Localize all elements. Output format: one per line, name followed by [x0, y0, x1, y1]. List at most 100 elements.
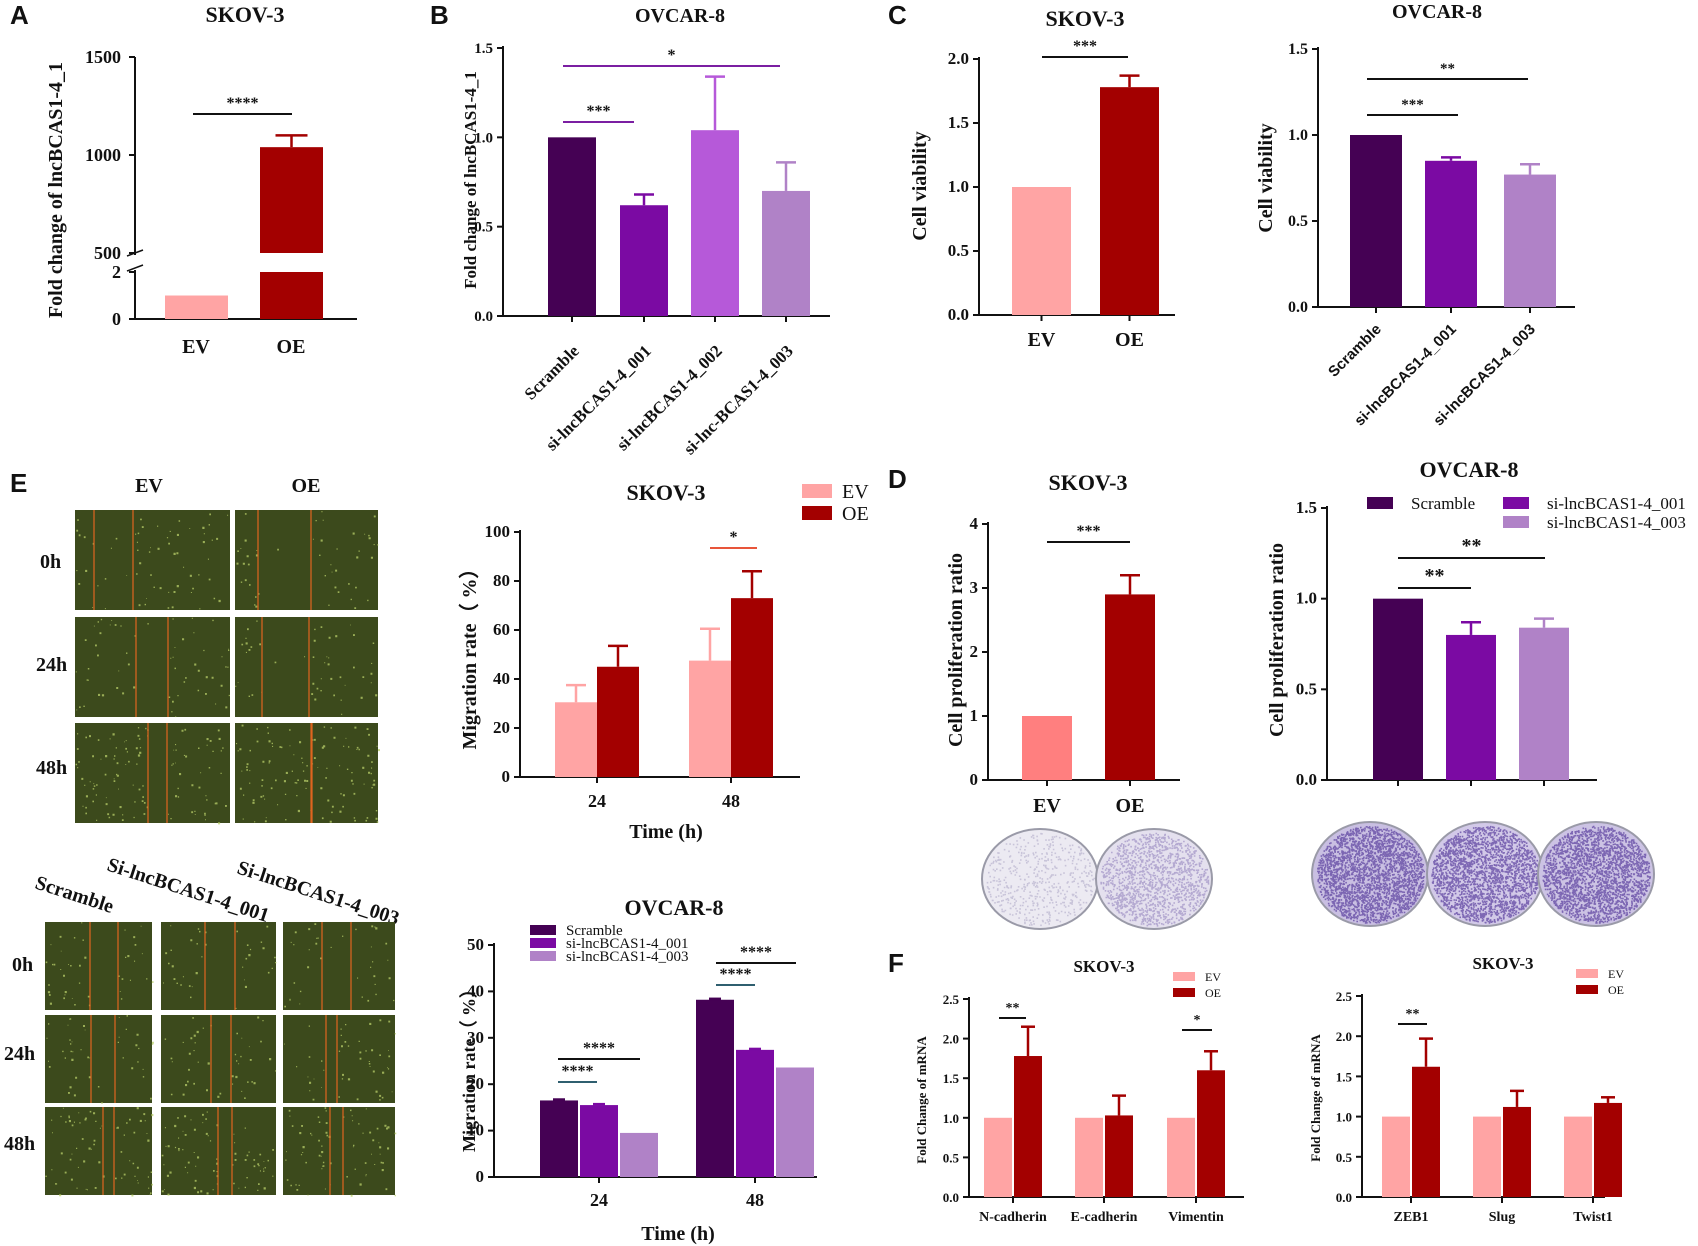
y-tick-label: 100 [485, 522, 511, 541]
legend-label: si-lncBCAS1-4_003 [1547, 513, 1686, 532]
panel-letter-d: D [888, 464, 907, 494]
bar [1564, 1116, 1592, 1197]
x-category-label: OE [1116, 795, 1145, 817]
y-tick-label: 50 [467, 935, 484, 954]
legend-label: EV [1608, 967, 1624, 981]
legend-label: si-lncBCAS1-4_001 [566, 936, 689, 952]
legend-swatch [1576, 969, 1598, 978]
bar [1105, 1115, 1133, 1197]
y-tick-label: 10 [467, 1121, 484, 1140]
significance-label: **** [562, 1063, 594, 1080]
x-category-label: EV [1028, 329, 1056, 351]
chart-title: SKOV-3 [626, 480, 705, 505]
chart-title: SKOV-3 [1048, 470, 1127, 495]
y-axis-label: Cell viability [1255, 123, 1277, 232]
bar [1075, 1117, 1103, 1197]
significance-label: ** [1440, 61, 1455, 77]
bar [1350, 135, 1402, 307]
scratch-row-label: 0h [12, 954, 33, 976]
micrograph-background [161, 922, 276, 1010]
y-tick-label: 3 [970, 578, 979, 597]
bar [696, 999, 734, 1177]
legend-swatch [1503, 516, 1529, 528]
scratch-row-label: 0h [40, 551, 61, 573]
panel-letter-b: B [430, 0, 449, 30]
y-tick-label: 20 [467, 1074, 484, 1093]
micrograph-cells [284, 923, 395, 1008]
x-category-label: Twist1 [1573, 1210, 1612, 1225]
y-tick-label: 0 [476, 1167, 485, 1186]
legend-label: si-lncBCAS1-4_001 [1547, 494, 1686, 513]
chart-title: OVCAR-8 [1392, 1, 1482, 23]
colony-plate [981, 828, 1099, 930]
y-axis-label: Cell viability [909, 131, 931, 240]
chart-b: OVCAR-8 Fold change of lncBCAS1-4_1 0.0 0.5… [461, 5, 830, 458]
y-tick-label: 0.0 [948, 305, 969, 324]
micrograph-background [235, 723, 378, 823]
y-tick-label: 0.0 [943, 1190, 959, 1205]
plate-colonies [1317, 826, 1425, 924]
y-tick-label: 0.5 [1336, 1150, 1353, 1165]
chart-a: SKOV-3 Fold change of lncBCAS1-4_1 500 1000… [45, 2, 357, 358]
x-category-label: 48 [746, 1190, 764, 1210]
y-tick-label: 1.5 [1336, 1069, 1353, 1084]
legend-label: Scramble [566, 923, 623, 939]
bar [1446, 634, 1496, 780]
x-category-label: Scramble [1325, 321, 1385, 381]
bar [762, 190, 810, 316]
significance-label: **** [740, 944, 772, 961]
colony-plate [1426, 821, 1544, 927]
x-category-label: EV [1033, 795, 1061, 817]
y-tick-label: 0.5 [474, 220, 493, 236]
legend-label: OE [1608, 983, 1624, 997]
micrograph-background [45, 922, 152, 1010]
y-tick-label: 0.0 [1288, 299, 1308, 316]
y-tick-label: 2.0 [948, 49, 969, 68]
y-tick-label: 1.5 [474, 41, 493, 57]
x-category-label: OE [1115, 329, 1144, 351]
legend-label: Scramble [1411, 494, 1475, 513]
y-tick-label: 0.0 [474, 309, 493, 325]
y-tick-label: 1000 [85, 145, 121, 165]
y-tick-label: 60 [493, 620, 510, 639]
x-category-label: N-cadherin [979, 1210, 1047, 1225]
chart-title: OVCAR-8 [635, 5, 725, 27]
bar-oe-upper [260, 147, 323, 253]
micrograph-image [75, 510, 230, 610]
x-axis-label: Time (h) [629, 821, 703, 843]
chart-d2: OVCAR-8 Cell proliferation ratio 0.0 0.5 1.0… [1266, 457, 1686, 789]
y-tick-label: 0 [502, 767, 511, 786]
y-axis-label: Cell proliferation ratio [1266, 543, 1288, 737]
scratch-header-scramble: Scramble [32, 872, 116, 918]
x-category-label: OE [277, 336, 306, 358]
micrograph-background [45, 1015, 152, 1103]
x-category-label: E-cadherin [1071, 1210, 1138, 1225]
micrograph-image [161, 922, 277, 1010]
bar [1167, 1117, 1195, 1197]
plate-colonies [1542, 825, 1651, 924]
scratch-row-label: 48h [4, 1133, 35, 1155]
bar [580, 1105, 618, 1177]
chart-title: SKOV-3 [1472, 954, 1533, 973]
chart-c2: OVCAR-8 Cell viability 0.0 0.5 1.0 1.5 Scrambl… [1255, 1, 1575, 430]
bar [548, 137, 596, 316]
micrograph-image [283, 1107, 397, 1197]
bar [736, 1049, 774, 1177]
y-axis-label: Fold change of lncBCAS1-4_1 [45, 62, 67, 318]
y-tick-label: 0.5 [1288, 213, 1308, 230]
y-tick-label: 500 [94, 243, 121, 263]
micrograph-image [161, 1015, 277, 1103]
micrograph-image [75, 723, 230, 825]
y-tick-label: 1.0 [1296, 589, 1317, 608]
y-tick-label: 1.0 [1336, 1110, 1352, 1125]
bar [1197, 1070, 1225, 1197]
colony-plates [981, 821, 1655, 930]
y-tick-label: 40 [467, 981, 484, 1000]
bar [1425, 160, 1477, 307]
significance-label: * [1194, 1013, 1201, 1028]
significance-label: *** [1073, 38, 1097, 55]
micrograph-image [45, 922, 154, 1010]
bar [1504, 174, 1556, 307]
bar [1594, 1102, 1622, 1197]
